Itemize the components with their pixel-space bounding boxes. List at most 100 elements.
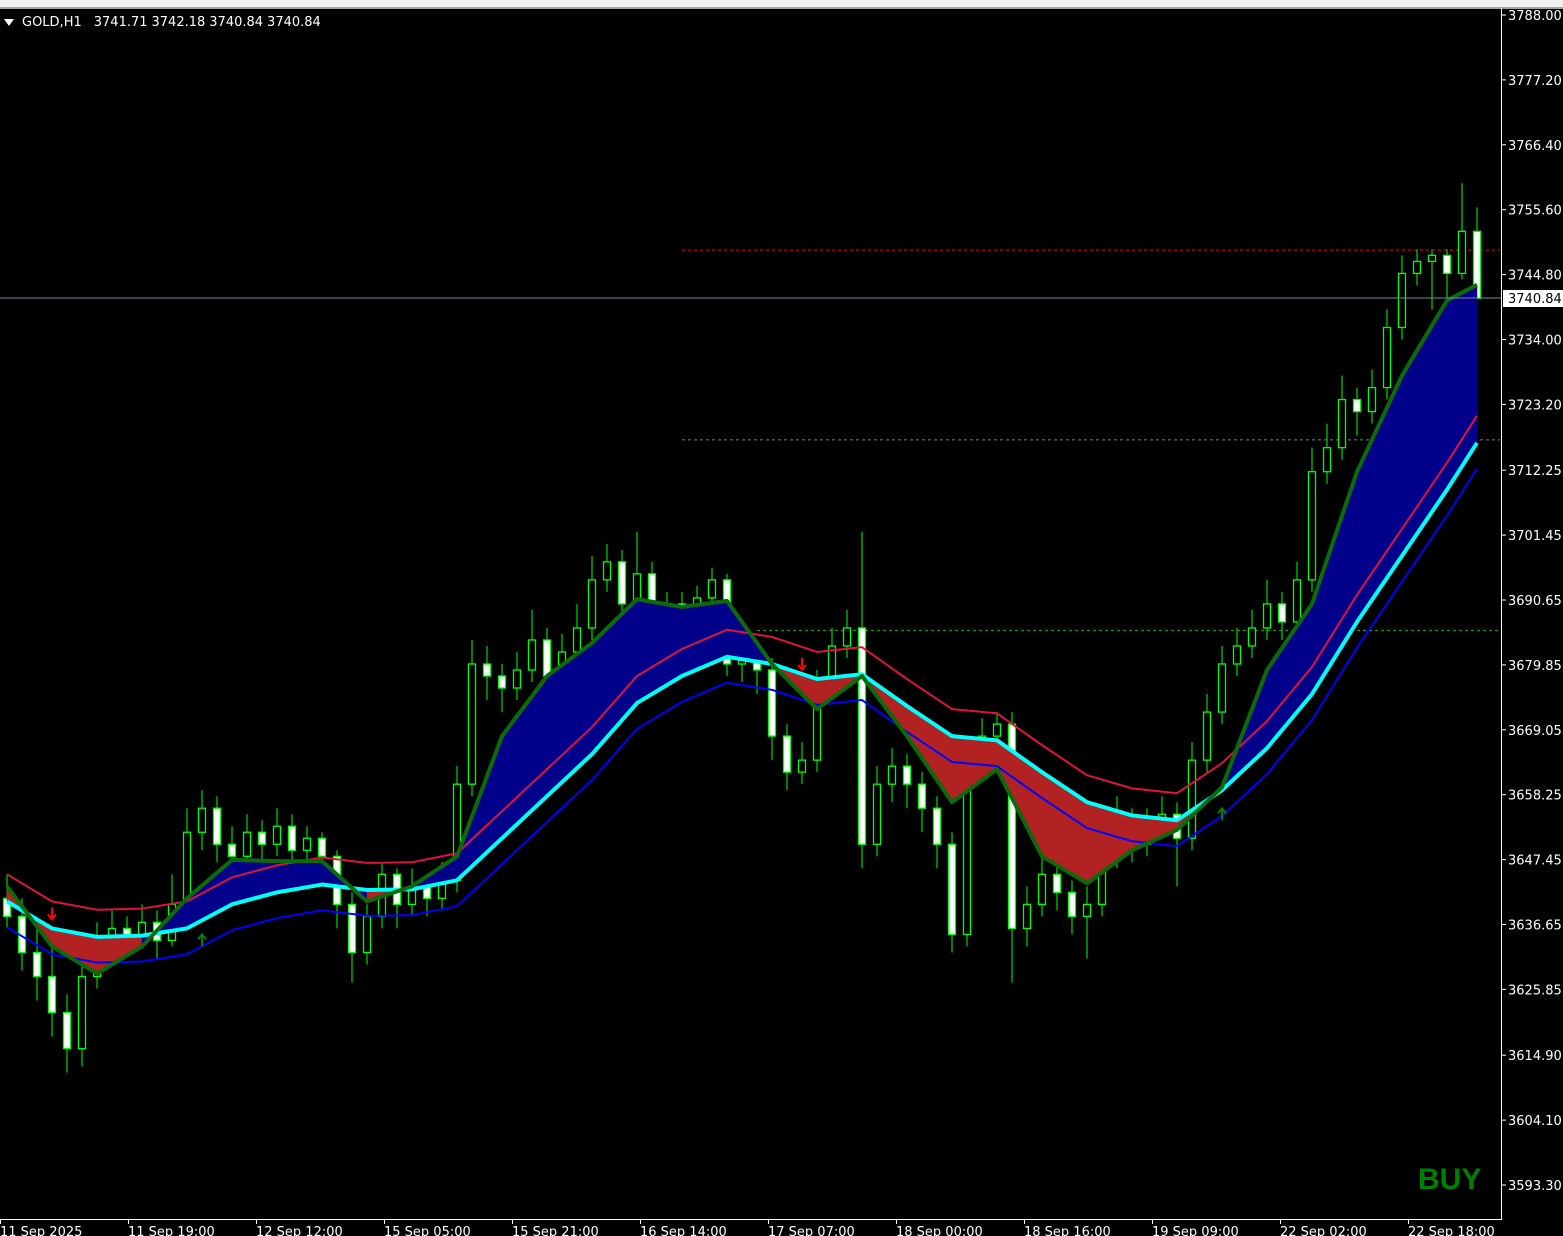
candle <box>857 627 867 845</box>
price-tick-label: 3744.80 <box>1508 269 1562 284</box>
indicator-lines <box>5 283 1479 976</box>
candle <box>1217 663 1227 713</box>
candle <box>782 735 792 773</box>
arrow-down-icon <box>797 657 807 672</box>
price-tick-label: 3701.45 <box>1508 529 1562 544</box>
candle <box>1412 260 1422 275</box>
candle <box>482 663 492 677</box>
candle <box>32 951 42 978</box>
candles <box>2 183 1482 1073</box>
candle <box>1442 254 1452 275</box>
candle <box>767 669 777 737</box>
candle <box>947 843 957 936</box>
time-tick-label: 18 Sep 00:00 <box>896 1225 983 1236</box>
time-axis[interactable]: 11 Sep 2025 11 Sep 19:00 12 Sep 12:00 15 Se… <box>0 1219 1495 1236</box>
candle <box>287 825 297 851</box>
time-tick-label: 22 Sep 02:00 <box>1280 1225 1367 1236</box>
candle <box>602 561 612 581</box>
candle <box>1247 627 1257 647</box>
candle <box>467 663 477 785</box>
price-tick-label: 3604.10 <box>1508 1114 1562 1129</box>
level-lines <box>682 249 1500 631</box>
current-price-badge <box>1503 290 1563 307</box>
candle <box>1082 903 1092 918</box>
candle <box>257 831 267 845</box>
candle <box>197 807 207 833</box>
symbol-label: GOLD,H1 <box>22 15 82 30</box>
high-value: 3742.18 <box>151 15 206 30</box>
price-tick-label: 3712.25 <box>1508 464 1562 479</box>
candle <box>137 921 147 936</box>
candle <box>1022 903 1032 930</box>
time-tick-label: 17 Sep 07:00 <box>768 1225 855 1236</box>
candle <box>122 927 132 936</box>
lower-band-line <box>6 468 1478 964</box>
candle <box>272 825 282 845</box>
candle <box>47 975 57 1014</box>
candle <box>1262 603 1272 629</box>
candle <box>587 579 597 629</box>
candle <box>617 561 627 605</box>
arrow-up-icon <box>1217 806 1227 821</box>
price-axis[interactable]: 3788.00 3777.20 3766.40 3755.60 3744.80 3734.… <box>1502 9 1562 1194</box>
open-value: 3741.71 <box>93 15 148 30</box>
candle <box>1232 645 1242 665</box>
candle <box>212 807 222 845</box>
candle <box>62 1011 72 1050</box>
time-tick-label: 15 Sep 05:00 <box>384 1225 471 1236</box>
candle <box>347 903 357 954</box>
fast-line <box>5 283 1478 976</box>
arrow-up-icon <box>197 932 207 947</box>
signal-arrows <box>47 657 1227 947</box>
candle <box>227 843 237 857</box>
current-price-label: 3740.84 <box>1508 292 1562 307</box>
candle <box>707 579 717 599</box>
candle <box>917 783 927 809</box>
price-tick-label: 3734.00 <box>1508 333 1562 348</box>
price-tick-label: 3679.85 <box>1508 659 1562 674</box>
candle <box>1292 579 1302 623</box>
candle <box>1322 447 1332 473</box>
candle <box>317 837 327 857</box>
trend-fill <box>501 675 548 839</box>
time-tick-label: 12 Sep 12:00 <box>256 1225 343 1236</box>
candle <box>1202 711 1212 761</box>
candle <box>572 627 582 653</box>
time-tick-label: 22 Sep 18:00 <box>1408 1225 1495 1236</box>
candle <box>1397 272 1407 329</box>
candle <box>1187 759 1197 839</box>
price-tick-label: 3614.90 <box>1508 1049 1562 1064</box>
arrow-down-icon <box>47 907 57 921</box>
candle <box>887 765 897 785</box>
price-tick-label: 3755.60 <box>1508 204 1562 219</box>
triangle-down-icon[interactable] <box>4 19 14 26</box>
price-tick-label: 3658.25 <box>1508 789 1562 804</box>
window-top-border <box>0 0 1563 9</box>
buy-signal-label: BUY <box>1418 1163 1482 1196</box>
candle <box>1367 386 1377 413</box>
time-tick-label: 16 Sep 14:00 <box>640 1225 727 1236</box>
time-tick-label: 19 Sep 09:00 <box>1152 1225 1239 1236</box>
low-value: 3740.84 <box>209 15 264 30</box>
candle <box>1427 254 1437 263</box>
candle <box>182 831 192 906</box>
price-tick-label: 3788.00 <box>1508 9 1562 24</box>
candle <box>362 915 372 954</box>
candle <box>77 975 87 1050</box>
candle <box>242 831 252 857</box>
price-tick-label: 3690.65 <box>1508 594 1562 609</box>
candle <box>1457 230 1467 275</box>
price-tick-label: 3723.20 <box>1508 398 1562 413</box>
trend-fill <box>951 735 998 803</box>
price-tick-label: 3766.40 <box>1508 139 1562 154</box>
candle <box>1277 603 1287 623</box>
candle <box>992 723 1002 737</box>
candle <box>527 639 537 671</box>
candle <box>1352 398 1362 413</box>
candle <box>1037 873 1047 906</box>
candle <box>1337 398 1347 449</box>
candle <box>1067 891 1077 918</box>
time-tick-label: 11 Sep 2025 <box>0 1225 82 1236</box>
price-tick-label: 3636.65 <box>1508 918 1562 933</box>
